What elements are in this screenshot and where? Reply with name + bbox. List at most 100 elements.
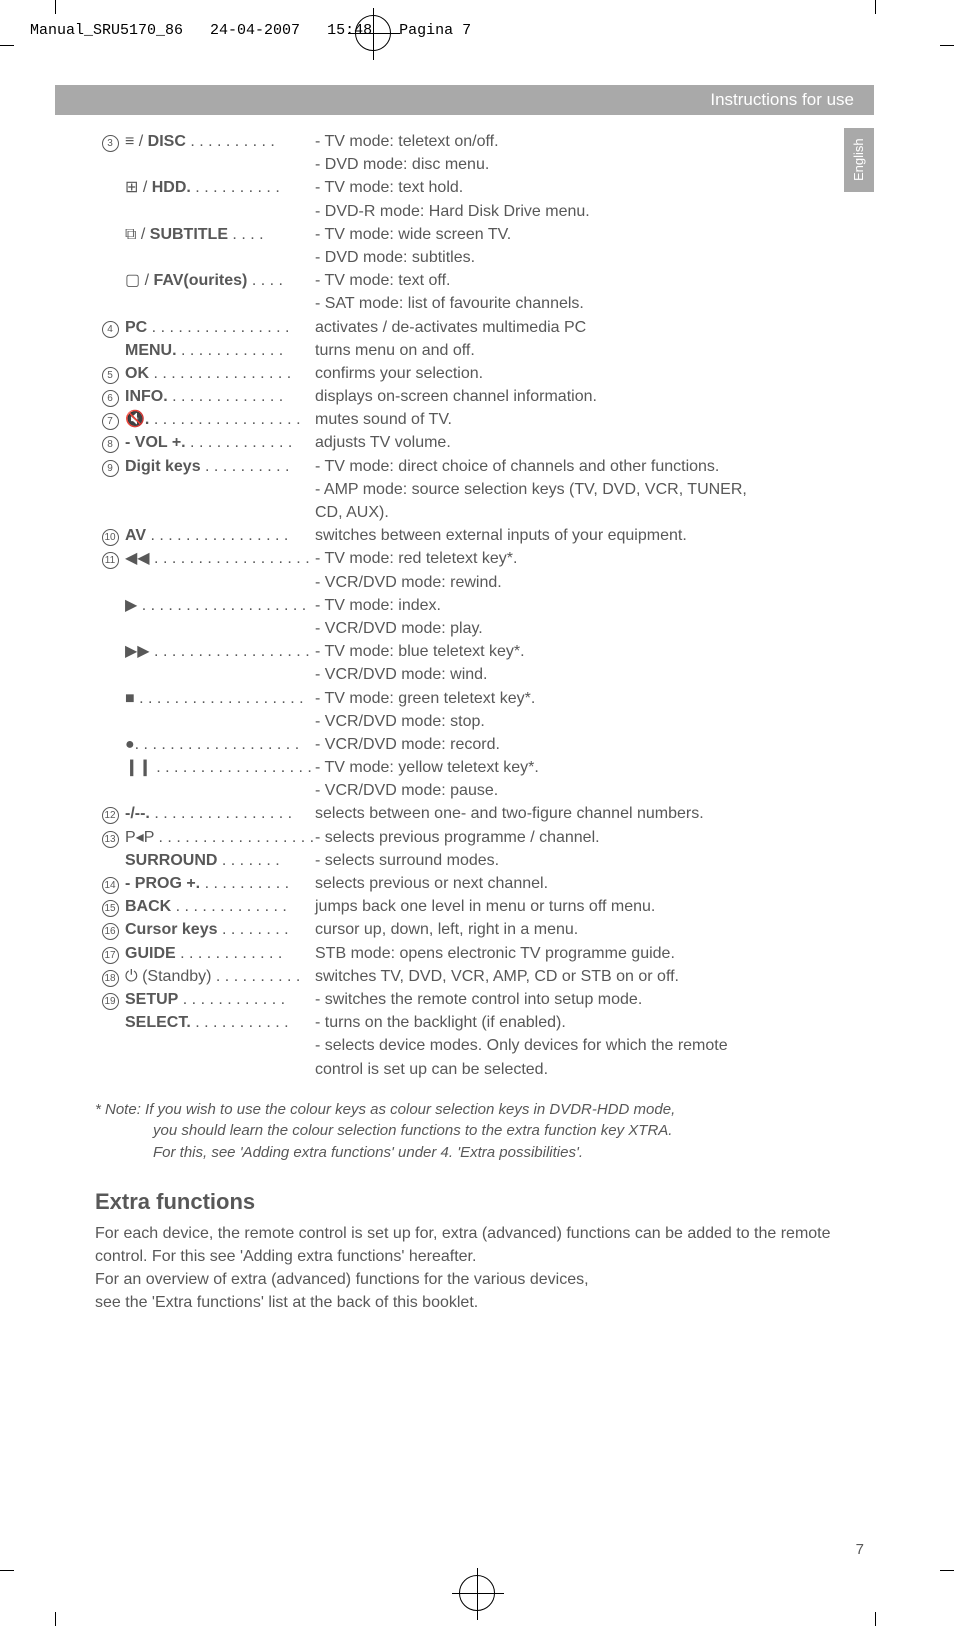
row-label: BACK . . . . . . . . . . . . .: [125, 895, 315, 918]
row-description: selects between one- and two-figure chan…: [315, 802, 859, 825]
pdf-header: Manual_SRU5170_86 24-04-2007 15:48 Pagin…: [30, 20, 471, 42]
row-number: 7: [95, 413, 125, 430]
row-description: selects previous or next channel.: [315, 872, 859, 895]
row-number: 15: [95, 900, 125, 917]
row-label: ▶ . . . . . . . . . . . . . . . . . . .: [125, 594, 315, 617]
row-number: 18: [95, 970, 125, 987]
list-row: 11◀◀ . . . . . . . . . . . . . . . . . .…: [95, 547, 859, 570]
row-description: - VCR/DVD mode: record.: [315, 733, 859, 756]
list-row: 8- VOL +. . . . . . . . . . . . . adjust…: [95, 431, 859, 454]
row-number: 5: [95, 367, 125, 384]
note-line2: you should learn the colour selection fu…: [95, 1120, 859, 1142]
row-number: 8: [95, 436, 125, 453]
row-label: ❙❙ . . . . . . . . . . . . . . . . . . .: [125, 756, 315, 779]
row-label: SELECT. . . . . . . . . . . .: [125, 1011, 315, 1034]
header-date: 24-04-2007: [210, 22, 300, 39]
row-label: - VOL +. . . . . . . . . . . . .: [125, 431, 315, 454]
list-row: ▶ . . . . . . . . . . . . . . . . . . . …: [95, 594, 859, 617]
row-description: displays on-screen channel information.: [315, 385, 859, 408]
continuation-line: - DVD-R mode: Hard Disk Drive menu.: [95, 200, 859, 223]
row-label: ▢ / FAV(ourites) . . . .: [125, 269, 315, 292]
row-number: 12: [95, 807, 125, 824]
section-title-bar: Instructions for use: [55, 85, 874, 115]
row-label: OK . . . . . . . . . . . . . . . .: [125, 362, 315, 385]
list-row: 9Digit keys . . . . . . . . . . - TV mod…: [95, 455, 859, 478]
list-row: ▶▶ . . . . . . . . . . . . . . . . . . -…: [95, 640, 859, 663]
row-number: 17: [95, 947, 125, 964]
list-row: 10AV . . . . . . . . . . . . . . . . swi…: [95, 524, 859, 547]
continuation-line: - VCR/DVD mode: rewind.: [95, 571, 859, 594]
row-label: ▶▶ . . . . . . . . . . . . . . . . . .: [125, 640, 315, 663]
header-filename: Manual_SRU5170_86: [30, 22, 183, 39]
row-description: jumps back one level in menu or turns of…: [315, 895, 859, 918]
row-description: turns menu on and off.: [315, 339, 859, 362]
row-description: - TV mode: blue teletext key*.: [315, 640, 859, 663]
footnote: * Note: If you wish to use the colour ke…: [95, 1099, 859, 1164]
list-row: 6INFO. . . . . . . . . . . . . . display…: [95, 385, 859, 408]
row-description: - TV mode: index.: [315, 594, 859, 617]
row-description: - TV mode: text hold.: [315, 176, 859, 199]
row-number: 19: [95, 993, 125, 1010]
continuation-line: - DVD mode: disc menu.: [95, 153, 859, 176]
row-description: - TV mode: teletext on/off.: [315, 130, 859, 153]
row-description: activates / de-activates multimedia PC: [315, 316, 859, 339]
row-description: - turns on the backlight (if enabled).: [315, 1011, 859, 1034]
row-description: switches between external inputs of your…: [315, 524, 859, 547]
continuation-line: - AMP mode: source selection keys (TV, D…: [95, 478, 859, 501]
row-description: - TV mode: green teletext key*.: [315, 687, 859, 710]
list-row: ●. . . . . . . . . . . . . . . . . . . -…: [95, 733, 859, 756]
list-row: 4PC . . . . . . . . . . . . . . . . acti…: [95, 316, 859, 339]
row-description: - selects surround modes.: [315, 849, 859, 872]
list-row: ⊞ / HDD. . . . . . . . . . . - TV mode: …: [95, 176, 859, 199]
extra-functions-heading: Extra functions: [95, 1186, 859, 1218]
row-label: MENU. . . . . . . . . . . . .: [125, 339, 315, 362]
row-number: 13: [95, 831, 125, 848]
row-label: SURROUND . . . . . . .: [125, 849, 315, 872]
row-label: Digit keys . . . . . . . . . .: [125, 455, 315, 478]
section-title: Instructions for use: [710, 90, 854, 109]
row-label: ■ . . . . . . . . . . . . . . . . . . .: [125, 687, 315, 710]
row-description: - TV mode: yellow teletext key*.: [315, 756, 859, 779]
list-row: 18⏻ (Standby) . . . . . . . . . . switch…: [95, 965, 859, 988]
note-line1: * Note: If you wish to use the colour ke…: [95, 1099, 859, 1121]
row-label: ⊞ / HDD. . . . . . . . . . .: [125, 176, 315, 199]
row-description: - TV mode: direct choice of channels and…: [315, 455, 859, 478]
row-number: 16: [95, 923, 125, 940]
row-description: mutes sound of TV.: [315, 408, 859, 431]
registration-mark-top: [355, 15, 391, 51]
row-label: Cursor keys . . . . . . . .: [125, 918, 315, 941]
continuation-line: - VCR/DVD mode: wind.: [95, 663, 859, 686]
list-row: ■ . . . . . . . . . . . . . . . . . . . …: [95, 687, 859, 710]
continuation-line: control is set up can be selected.: [95, 1058, 859, 1081]
list-row: SURROUND . . . . . . . - selects surroun…: [95, 849, 859, 872]
row-number: 10: [95, 529, 125, 546]
row-label: AV . . . . . . . . . . . . . . . .: [125, 524, 315, 547]
list-row: 17GUIDE . . . . . . . . . . . . STB mode…: [95, 942, 859, 965]
row-description: STB mode: opens electronic TV programme …: [315, 942, 859, 965]
content-area: 3≡ / DISC . . . . . . . . . . - TV mode:…: [95, 130, 859, 1315]
continuation-line: - VCR/DVD mode: pause.: [95, 779, 859, 802]
row-label: 🔇. . . . . . . . . . . . . . . . . .: [125, 408, 315, 431]
list-row: 12-/--. . . . . . . . . . . . . . . . . …: [95, 802, 859, 825]
row-description: - selects previous programme / channel.: [315, 826, 859, 849]
row-description: - TV mode: wide screen TV.: [315, 223, 859, 246]
continuation-line: - DVD mode: subtitles.: [95, 246, 859, 269]
list-row: 7🔇. . . . . . . . . . . . . . . . . . mu…: [95, 408, 859, 431]
list-row: 14- PROG +. . . . . . . . . . . selects …: [95, 872, 859, 895]
list-row: 3≡ / DISC . . . . . . . . . . - TV mode:…: [95, 130, 859, 153]
row-label: ◀◀ . . . . . . . . . . . . . . . . . .: [125, 547, 315, 570]
row-label: PC . . . . . . . . . . . . . . . .: [125, 316, 315, 339]
row-description: - switches the remote control into setup…: [315, 988, 859, 1011]
continuation-line: - VCR/DVD mode: stop.: [95, 710, 859, 733]
row-description: adjusts TV volume.: [315, 431, 859, 454]
list-row: SELECT. . . . . . . . . . . . - turns on…: [95, 1011, 859, 1034]
registration-mark-bottom: [459, 1575, 495, 1611]
list-row: ▢ / FAV(ourites) . . . . - TV mode: text…: [95, 269, 859, 292]
row-label: GUIDE . . . . . . . . . . . .: [125, 942, 315, 965]
extra-p1: For each device, the remote control is s…: [95, 1222, 859, 1268]
list-row: 5OK . . . . . . . . . . . . . . . . conf…: [95, 362, 859, 385]
row-number: 6: [95, 390, 125, 407]
note-line3: For this, see 'Adding extra functions' u…: [95, 1142, 859, 1164]
row-description: - TV mode: text off.: [315, 269, 859, 292]
row-number: 14: [95, 877, 125, 894]
